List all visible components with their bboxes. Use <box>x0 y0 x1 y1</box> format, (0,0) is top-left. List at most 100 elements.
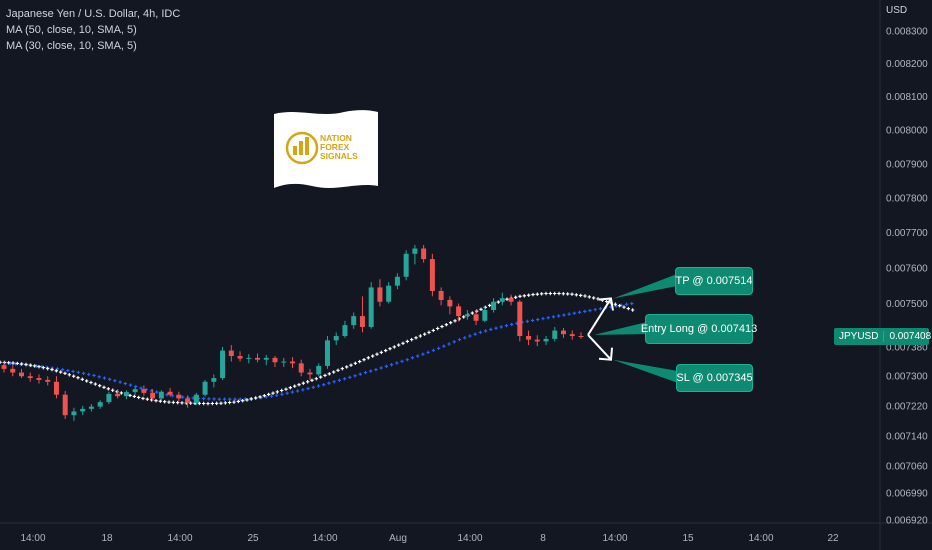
ma-30-marker <box>54 369 59 373</box>
ma-30-marker <box>6 361 11 365</box>
candle-body <box>290 361 295 364</box>
ma-30-marker <box>41 365 46 370</box>
ma-30-marker <box>310 378 314 382</box>
price-tick-label: 0.007300 <box>886 372 928 383</box>
price-tick-label: 0.007800 <box>886 194 928 205</box>
ma-50-marker <box>483 329 488 333</box>
candle-body <box>115 393 121 397</box>
ma-30-marker <box>474 309 479 313</box>
logo-bar-icon <box>299 141 303 155</box>
ma-50-marker <box>102 376 107 380</box>
logo-bar-icon <box>305 137 309 155</box>
candle-body <box>473 314 479 321</box>
ma-30-marker <box>50 367 54 372</box>
ma-30-marker <box>119 391 124 395</box>
legend-ma-50[interactable]: MA (50, close, 10, SMA, 5) <box>6 24 137 36</box>
ma-30-marker <box>448 321 453 325</box>
entry-long-callout[interactable]: Entry Long @ 0.007413 <box>641 314 757 344</box>
price-axis[interactable]: 0.008300 0.008200 0.008100 0.008000 0.007900… <box>886 26 928 526</box>
legend-ma-30[interactable]: MA (30, close, 10, SMA, 5) <box>6 40 137 52</box>
ma-30-marker <box>453 319 457 323</box>
candle-body <box>377 287 383 302</box>
ma-30-marker <box>89 380 93 385</box>
ma-50-marker <box>395 361 399 365</box>
candle-body <box>342 325 348 336</box>
ma-30-marker <box>214 401 219 406</box>
svg-text:SIGNALS: SIGNALS <box>320 151 358 161</box>
candle-body <box>438 291 444 300</box>
ma-30-marker <box>392 345 397 349</box>
legend-title[interactable]: Japanese Yen / U.S. Dollar, 4h, IDC <box>6 8 181 20</box>
ma-30-marker <box>383 348 388 353</box>
sl-arrow-shaft <box>587 334 612 361</box>
ma-30-marker <box>440 324 444 329</box>
ma-30-marker <box>622 305 626 309</box>
ma-50-marker <box>384 364 389 368</box>
ma-30-marker <box>314 376 319 381</box>
ma-30-marker <box>357 359 362 364</box>
ma-50-marker <box>494 326 498 330</box>
time-tick-label: 8 <box>540 533 546 544</box>
trade-arrows <box>587 274 678 383</box>
ma-50-marker <box>165 393 169 397</box>
price-tick-label: 0.007900 <box>886 159 928 170</box>
ma-30-marker <box>236 399 241 404</box>
ma-50-marker <box>588 308 592 313</box>
ma-50-marker <box>630 301 634 306</box>
ma-30-marker <box>513 295 518 300</box>
ma-50-marker <box>327 381 331 385</box>
stop-loss-callout[interactable]: SL @ 0.007345 <box>676 364 753 392</box>
ma-50-marker <box>353 374 357 378</box>
ma-30-marker <box>535 292 540 296</box>
ma-50-marker <box>536 317 540 322</box>
ma-50-marker <box>107 377 112 382</box>
ma-30-marker <box>84 379 89 383</box>
ma-50-marker <box>426 350 430 355</box>
ma-30-marker <box>245 398 249 402</box>
ma-50-marker <box>457 337 462 342</box>
ma-50-marker <box>452 340 456 344</box>
ma-50-marker <box>337 378 342 382</box>
ma-30-marker <box>613 302 618 306</box>
ma-30-marker <box>180 401 184 405</box>
candle-body <box>368 287 374 327</box>
ma-30-marker <box>375 352 379 356</box>
ma-30-marker <box>487 303 492 308</box>
svg-text:NATION: NATION <box>320 133 352 143</box>
ma-30-marker <box>557 291 561 296</box>
ma-30-marker <box>418 334 423 338</box>
take-profit-callout[interactable]: TP @ 0.007514 <box>675 267 753 295</box>
ma-50-marker <box>577 310 582 315</box>
candle-body <box>491 301 497 310</box>
ma-30-marker <box>76 375 80 380</box>
time-tick-label: 22 <box>827 533 839 544</box>
logo-bar-icon <box>293 146 297 155</box>
sl-arrow-head <box>598 347 613 361</box>
time-axis[interactable]: 14:00 18 14:00 25 14:00 Aug 14:00 8 14:00 15 14:00… <box>20 533 839 544</box>
ma-30-marker <box>401 341 405 345</box>
ma-50-marker <box>473 332 477 336</box>
chart-legend: Japanese Yen / U.S. Dollar, 4h, IDC MA (… <box>6 6 180 54</box>
candle-body <box>97 402 103 407</box>
ma-50-marker <box>546 316 550 320</box>
ma-30-marker <box>518 294 522 299</box>
candle-body <box>499 298 505 302</box>
ma-30-marker <box>626 306 631 311</box>
time-tick-label: Aug <box>389 533 407 544</box>
ma-50-marker <box>264 395 268 399</box>
ma-50-marker <box>567 312 571 316</box>
ma-30-marker <box>578 293 583 298</box>
ma-50-marker <box>400 359 404 364</box>
ma-50-marker <box>181 395 185 399</box>
ma-30-marker <box>479 307 483 311</box>
ma-30-marker <box>444 322 449 327</box>
price-tag-value: 0.007408 <box>889 331 932 342</box>
ma-50-marker <box>478 330 483 335</box>
ma-50-marker <box>55 367 60 371</box>
ma-30-marker <box>97 383 102 388</box>
candle-body <box>359 316 365 327</box>
ma-30-marker <box>219 401 223 405</box>
price-tick-label: 0.007060 <box>886 462 928 473</box>
ma-50-marker <box>71 369 75 374</box>
